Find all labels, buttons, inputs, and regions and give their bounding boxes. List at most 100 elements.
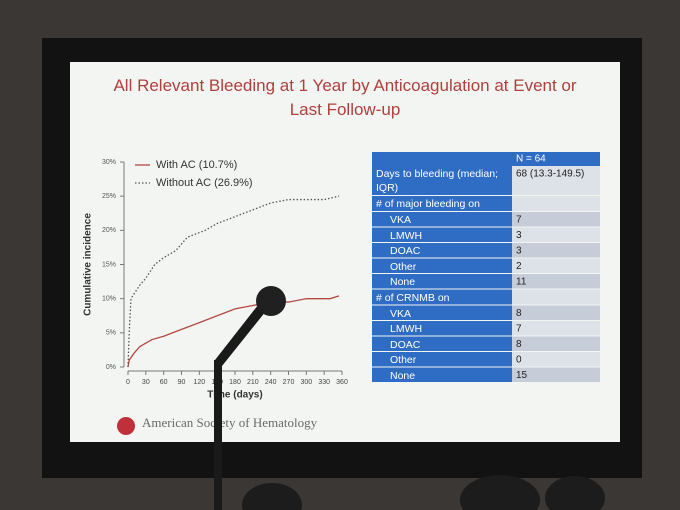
x-tick-label: 360 — [336, 379, 348, 386]
chart: 0%5%10%15%20%25%30%030609012015018021024… — [83, 159, 348, 401]
table-label-text: # of major bleeding on — [376, 198, 480, 210]
table-value: 7 — [516, 324, 522, 335]
y-axis-label: Cumulative incidence — [83, 213, 94, 316]
table-value: 68 (13.3-149.5) — [516, 169, 584, 180]
audience-head — [242, 483, 302, 510]
table-label: LMWH — [390, 229, 423, 242]
table-label-text: # of CRNMB on — [376, 291, 450, 304]
table-value: 2 — [516, 261, 522, 272]
y-tick-label: 30% — [102, 159, 116, 166]
table-cell — [512, 196, 600, 211]
x-tick-label: 30 — [142, 379, 150, 386]
slide-title: All Relevant Bleeding at 1 Year by Antic… — [113, 76, 577, 119]
table-label: # of major bleeding on — [376, 198, 480, 210]
table-label-text: LMWH — [390, 229, 423, 242]
table-value: 3 — [516, 230, 522, 241]
table-label-text: None — [390, 369, 416, 382]
table-cell — [512, 274, 600, 289]
table-label: Other — [390, 354, 417, 366]
table-cell — [512, 352, 600, 367]
table-label: VKA — [390, 307, 412, 320]
table-label: VKA — [390, 214, 412, 226]
table-value: 0 — [516, 355, 522, 366]
table-cell — [512, 289, 600, 305]
table-label-text: DOAC — [390, 245, 421, 257]
table-label-text: VKA — [390, 214, 412, 226]
table-label: Days to bleeding (median; IQR) — [376, 168, 498, 194]
x-tick-label: 240 — [265, 379, 277, 386]
x-tick-label: 0 — [126, 379, 130, 386]
y-tick-label: 0% — [106, 364, 116, 371]
table-value: 8 — [516, 339, 522, 350]
table-cell — [372, 305, 512, 320]
table-label-text: None — [390, 276, 416, 288]
table-cell — [372, 227, 512, 242]
table-cell — [512, 152, 600, 166]
x-tick-label: 90 — [178, 379, 186, 386]
y-tick-label: 20% — [102, 227, 116, 234]
table-cell — [372, 336, 512, 351]
table-cell — [512, 321, 600, 336]
table-cell — [372, 166, 512, 195]
audience-head — [545, 476, 605, 510]
table-value: 11 — [516, 277, 527, 288]
table-cell — [512, 367, 600, 382]
table-cell — [512, 336, 600, 351]
table-cell — [372, 243, 512, 258]
table-label: DOAC — [390, 338, 421, 351]
table-cell — [372, 352, 512, 367]
table-cell — [512, 243, 600, 258]
x-tick-label: 330 — [318, 379, 330, 386]
microphone-arm — [215, 300, 270, 366]
table-label: None — [390, 369, 416, 382]
table-cell — [372, 274, 512, 289]
table-label-text: Other — [390, 260, 417, 273]
table-value: 3 — [516, 246, 522, 257]
table: N = 64 Days to bleeding (median; IQR) 68 (… — [372, 152, 600, 382]
table-label-text: Days to bleeding (median; IQR) — [376, 168, 498, 194]
table-label: DOAC — [390, 245, 421, 257]
table-value: 8 — [516, 308, 522, 319]
table-label: Other — [390, 260, 417, 273]
x-axis-label: Time (days) — [207, 390, 262, 401]
table-cell — [372, 196, 512, 211]
y-tick-label: 15% — [102, 261, 116, 268]
series-line — [127, 195, 340, 368]
audience-head — [460, 475, 540, 510]
table-cell — [372, 258, 512, 273]
table-label: # of CRNMB on — [376, 291, 450, 304]
x-tick-label: 270 — [283, 379, 295, 386]
x-tick-label: 300 — [300, 379, 312, 386]
legend-label: Without AC (26.9%) — [156, 177, 253, 189]
table-value: 15 — [516, 370, 528, 381]
y-tick-label: 10% — [102, 296, 116, 303]
x-tick-label: 60 — [160, 379, 168, 386]
table-cell — [372, 212, 512, 227]
table-cell — [372, 367, 512, 382]
table-cell — [512, 212, 600, 227]
legend-label: With AC (10.7%) — [156, 159, 237, 171]
microphone — [256, 286, 286, 316]
table-label-text: DOAC — [390, 338, 421, 351]
table-header: N = 64 — [516, 154, 546, 165]
table-label: LMWH — [390, 323, 423, 335]
y-tick-label: 25% — [102, 193, 116, 200]
microphone-stand — [214, 360, 222, 510]
table-cell — [512, 305, 600, 320]
x-tick-label: 210 — [247, 379, 259, 386]
table-value: 7 — [516, 215, 522, 226]
x-tick-label: 180 — [229, 379, 241, 386]
table-cell — [372, 152, 512, 166]
footer: American Society of Hematology — [142, 415, 318, 430]
table-cell — [372, 321, 512, 336]
table-cell — [512, 166, 600, 195]
table-label-text: Other — [390, 354, 417, 366]
table-label-text: LMWH — [390, 323, 423, 335]
table-cell — [512, 227, 600, 242]
table-label-text: VKA — [390, 307, 412, 320]
table-label: None — [390, 276, 416, 288]
y-tick-label: 5% — [106, 330, 116, 337]
x-tick-label: 120 — [193, 379, 205, 386]
